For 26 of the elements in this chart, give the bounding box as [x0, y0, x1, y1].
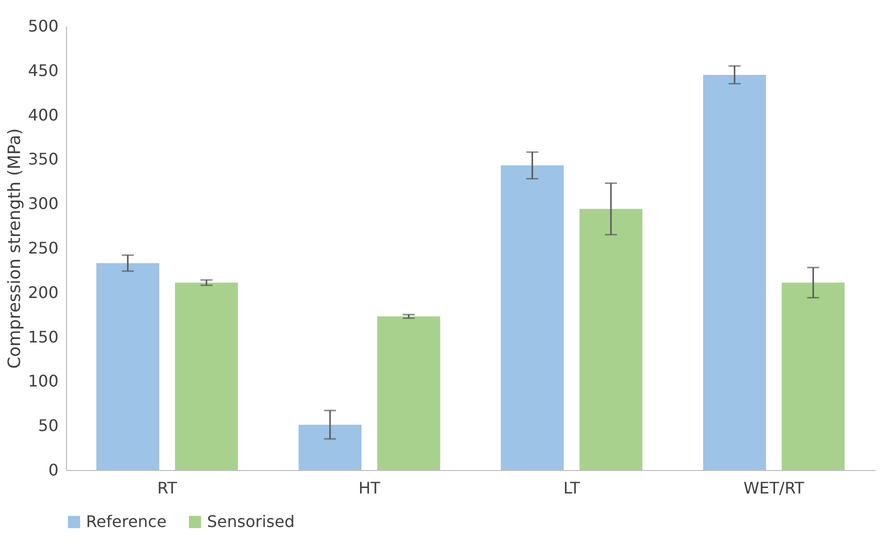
bar — [782, 282, 845, 470]
y-tick-label: 100 — [28, 372, 58, 391]
y-tick-label: 0 — [48, 460, 58, 480]
y-axis-title: Compression strength (MPa) — [4, 128, 25, 369]
y-tick-label: 400 — [28, 105, 58, 124]
legend-label: Reference — [86, 512, 167, 531]
y-tick-label: 200 — [28, 282, 58, 302]
y-tick-label: 300 — [28, 194, 58, 214]
bar — [500, 165, 564, 470]
y-tick-label: 350 — [28, 150, 58, 169]
y-tick-label: 250 — [28, 238, 58, 258]
bar — [96, 263, 160, 470]
x-tick-label: HT — [358, 478, 380, 498]
y-tick-label: 500 — [28, 16, 58, 36]
y-tick-label: 150 — [28, 327, 58, 346]
x-tick-label: WET/RT — [743, 478, 805, 498]
bar — [174, 282, 238, 470]
bar — [298, 424, 362, 470]
legend-label: Sensorised — [207, 512, 295, 531]
y-tick-label: 450 — [28, 60, 58, 80]
bar — [579, 208, 642, 470]
x-tick-label: RT — [157, 478, 178, 498]
bar — [703, 74, 766, 470]
bar — [377, 316, 440, 470]
y-tick-label: 50 — [38, 416, 58, 436]
x-tick-label: LT — [563, 478, 580, 498]
